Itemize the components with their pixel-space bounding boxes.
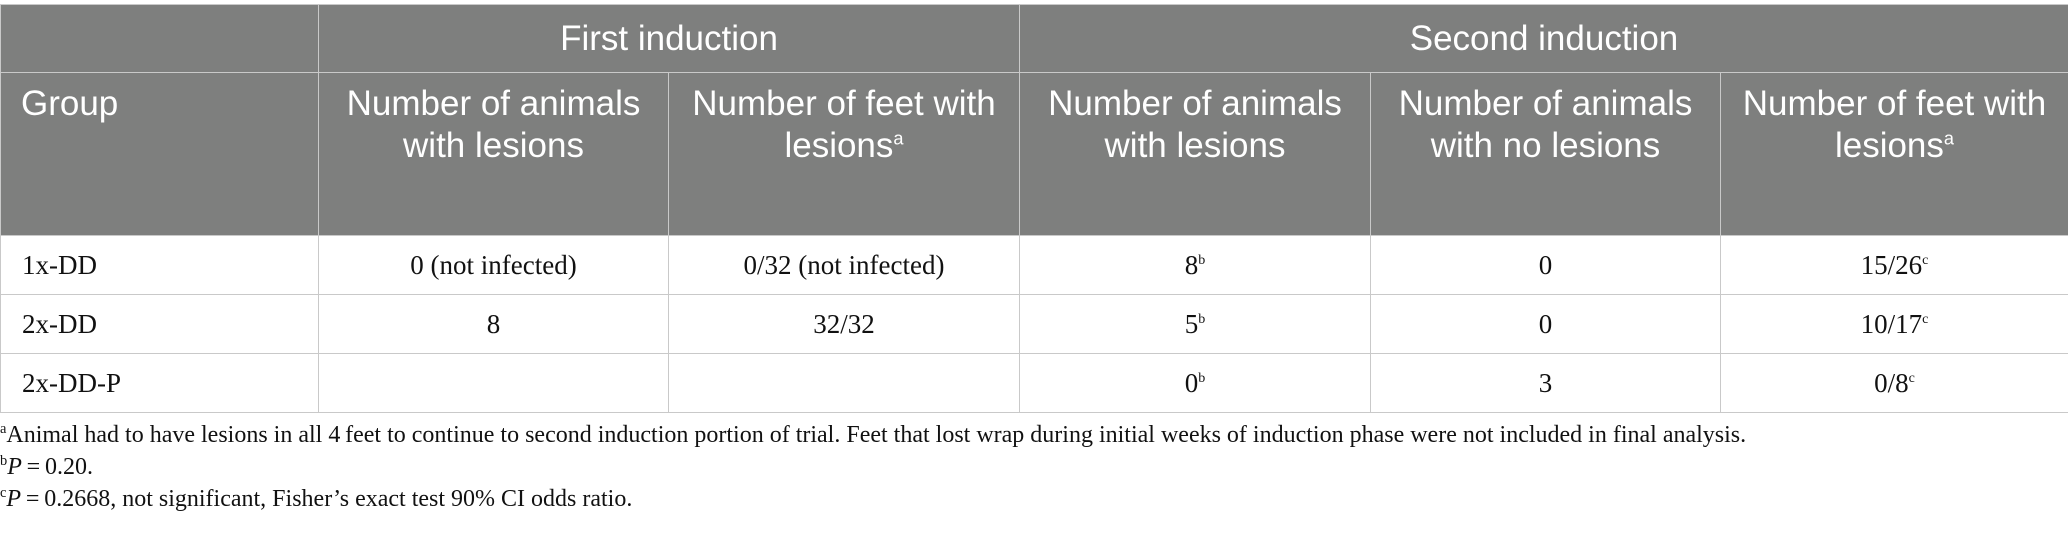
cell-second-animals: 0b xyxy=(1019,353,1371,413)
header-group-label: Group xyxy=(21,84,119,123)
header-group: Group xyxy=(0,72,319,236)
cell-first-animals xyxy=(318,353,669,413)
cell-first-feet xyxy=(668,353,1020,413)
results-table: First induction Second induction Group N… xyxy=(0,4,2068,413)
cell-group: 2x-DD xyxy=(0,294,319,354)
cell-first-feet: 32/32 xyxy=(668,294,1020,354)
header-second-induction: Second induction xyxy=(1019,4,2068,73)
cell-value: 5 xyxy=(1184,308,1199,339)
header-second-feet-label: Number of feet with lesions xyxy=(1742,84,2047,165)
footnote-mark: c xyxy=(1922,251,1929,268)
footnote-mark: c xyxy=(0,485,7,501)
cell-group: 2x-DD-P xyxy=(0,353,319,413)
footnote-italic: P xyxy=(6,486,22,512)
footnote-text: = 0.20. xyxy=(21,454,94,480)
header-first-feet-label: Number of feet with lesions xyxy=(692,84,996,165)
cell-first-animals: 0 (not infected) xyxy=(318,235,669,295)
cell-second-no-lesions: 0 xyxy=(1370,235,1721,295)
header-first-induction: First induction xyxy=(318,4,1020,73)
footnote-mark: c xyxy=(1908,369,1915,386)
header-first-animals-label: Number of animals with lesions xyxy=(346,84,641,165)
header-first-animals: Number of animals with lesions xyxy=(318,72,669,236)
header-second-animals-label: Number of animals with lesions xyxy=(1048,84,1342,165)
cell-second-no-lesions: 0 xyxy=(1370,294,1721,354)
cell-value: 0 xyxy=(1184,367,1199,398)
table-container: First induction Second induction Group N… xyxy=(0,4,2068,515)
header-blank xyxy=(0,4,319,73)
table-row: 2x-DD 8 32/32 5b 0 10/17c xyxy=(0,294,2068,354)
cell-group: 1x-DD xyxy=(0,235,319,295)
footnote-mark: a xyxy=(0,421,7,437)
cell-second-feet: 10/17c xyxy=(1720,294,2068,354)
cell-value: 15/26 xyxy=(1860,249,1923,280)
header-first-feet: Number of feet with lesionsa xyxy=(668,72,1020,236)
cell-second-no-lesions: 3 xyxy=(1370,353,1721,413)
cell-first-animals: 8 xyxy=(318,294,669,354)
footnote-mark: c xyxy=(1922,310,1929,327)
footnote-a: aAnimal had to have lesions in all 4 fee… xyxy=(0,419,2068,451)
footnotes: aAnimal had to have lesions in all 4 fee… xyxy=(0,419,2068,515)
header-row-2: Group Number of animals with lesions Num… xyxy=(0,72,2068,236)
cell-second-feet: 0/8c xyxy=(1720,353,2068,413)
header-row-1: First induction Second induction xyxy=(0,4,2068,73)
footnote-b: bP = 0.20. xyxy=(0,451,2068,483)
cell-value: 10/17 xyxy=(1860,308,1923,339)
cell-value: 0/8 xyxy=(1874,367,1909,398)
cell-second-animals: 8b xyxy=(1019,235,1371,295)
cell-value: 8 xyxy=(1184,249,1199,280)
footnote-text: = 0.2668, not significant, Fisher’s exac… xyxy=(21,486,633,512)
table-row: 1x-DD 0 (not infected) 0/32 (not infecte… xyxy=(0,235,2068,295)
footnote-mark: b xyxy=(1198,251,1206,268)
header-second-no-lesions-label: Number of animals with no lesions xyxy=(1398,84,1693,165)
cell-second-feet: 15/26c xyxy=(1720,235,2068,295)
table-row: 2x-DD-P 0b 3 0/8c xyxy=(0,353,2068,413)
footnote-italic: P xyxy=(7,454,22,480)
header-second-animals: Number of animals with lesions xyxy=(1019,72,1371,236)
footnote-text: Animal had to have lesions in all 4 feet… xyxy=(6,422,1747,448)
header-second-no-lesions: Number of animals with no lesions xyxy=(1370,72,1721,236)
footnote-mark: b xyxy=(1198,369,1206,386)
footnote-mark: a xyxy=(893,128,904,149)
footnote-mark: b xyxy=(1198,310,1206,327)
footnote-mark: b xyxy=(0,453,8,469)
footnote-c: cP = 0.2668, not significant, Fisher’s e… xyxy=(0,483,2068,515)
footnote-mark: a xyxy=(1943,128,1955,149)
cell-first-feet: 0/32 (not infected) xyxy=(668,235,1020,295)
cell-second-animals: 5b xyxy=(1019,294,1371,354)
header-second-feet: Number of feet with lesionsa xyxy=(1720,72,2068,236)
